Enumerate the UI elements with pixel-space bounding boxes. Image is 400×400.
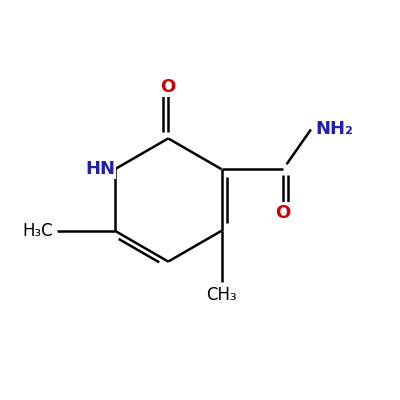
Text: O: O	[160, 78, 176, 96]
Text: H₃C: H₃C	[23, 222, 53, 240]
Text: CH₃: CH₃	[206, 286, 237, 304]
Text: O: O	[276, 204, 291, 222]
Text: HN: HN	[85, 160, 115, 178]
Text: NH₂: NH₂	[315, 120, 353, 138]
